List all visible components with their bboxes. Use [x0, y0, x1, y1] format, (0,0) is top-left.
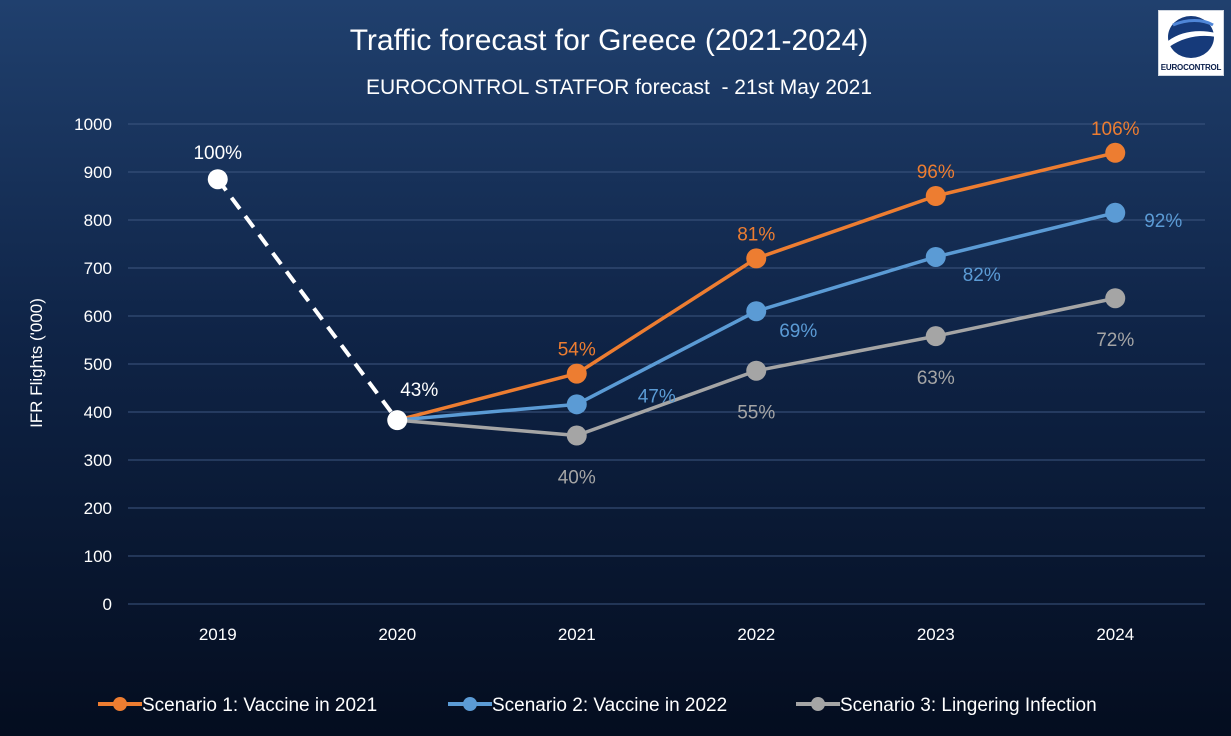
y-tick-label: 0 [103, 595, 112, 614]
series-2-point [925, 246, 946, 267]
chart-title: Traffic forecast for Greece (2021-2024) [350, 24, 869, 57]
data-points [207, 142, 1126, 446]
series-3-data-label: 63% [917, 368, 955, 389]
series-3-point [925, 326, 946, 347]
series-2-point [566, 394, 587, 415]
series-2-data-label: 82% [963, 265, 1001, 286]
series-3-data-label: 72% [1096, 330, 1134, 351]
y-tick-labels: 0 100 200 300 400 500 600 700 800 900 1000 [74, 115, 112, 614]
legend: Scenario 1: Vaccine in 2021 Scenario 2: V… [98, 695, 1097, 716]
chart-subtitle: EUROCONTROL STATFOR forecast - 21st May … [366, 76, 872, 99]
y-tick-label: 400 [84, 403, 112, 422]
series-2-point [746, 301, 767, 322]
legend-marker [811, 697, 825, 711]
series-1-data-label: 81% [737, 224, 775, 245]
x-tick-label: 2021 [558, 625, 596, 644]
series-2-data-label: 47% [638, 386, 676, 407]
y-tick-label: 200 [84, 499, 112, 518]
series-1-data-label: 54% [558, 340, 596, 361]
series-1-data-label: 96% [917, 162, 955, 183]
x-tick-label: 2020 [378, 625, 416, 644]
data-labels: 54% 81% 96% 106% 47% 69% 82% 92% 40% 55% 63% 72% 100… [193, 119, 1182, 489]
series-1-point [746, 248, 767, 269]
series-1-point [925, 186, 946, 206]
y-tick-label: 600 [84, 307, 112, 326]
series-1-data-label: 106% [1091, 119, 1140, 140]
y-tick-label: 800 [84, 211, 112, 230]
series-3-data-label: 40% [558, 468, 596, 489]
series-2-data-label: 92% [1144, 211, 1182, 232]
legend-marker [113, 697, 127, 711]
x-tick-label: 2022 [737, 625, 775, 644]
history-line [216, 178, 399, 422]
history-data-label: 100% [193, 143, 242, 164]
y-tick-label: 100 [84, 547, 112, 566]
y-tick-label: 500 [84, 355, 112, 374]
y-axis-label: IFR Flights ('000) [27, 298, 46, 428]
legend-marker [463, 697, 477, 711]
y-tick-label: 1000 [74, 115, 112, 134]
history-point [207, 169, 228, 190]
series-3-point [746, 360, 767, 381]
series-2-point [1105, 202, 1126, 223]
y-tick-label: 700 [84, 259, 112, 278]
series-3-point [566, 425, 587, 446]
x-tick-label: 2023 [917, 625, 955, 644]
x-tick-labels: 2019 2020 2021 2022 2023 2024 [199, 625, 1134, 644]
series-1-point [566, 363, 587, 384]
eurocontrol-logo: EUROCONTROL [1158, 10, 1224, 76]
eurocontrol-globe-icon [1168, 16, 1216, 58]
x-tick-label: 2024 [1096, 625, 1134, 644]
y-tick-label: 900 [84, 163, 112, 182]
legend-label: Scenario 1: Vaccine in 2021 [142, 695, 377, 716]
legend-label: Scenario 2: Vaccine in 2022 [492, 695, 727, 716]
gridlines [128, 123, 1205, 605]
series-3-data-label: 55% [737, 403, 775, 424]
history-data-label: 43% [400, 380, 438, 401]
legend-label: Scenario 3: Lingering Infection [840, 695, 1097, 716]
y-tick-label: 300 [84, 451, 112, 470]
series-1-point [1105, 142, 1126, 163]
series-3-point [1105, 288, 1126, 309]
history-point [387, 410, 408, 431]
logo-text: EUROCONTROL [1160, 63, 1222, 72]
series-2-data-label: 69% [779, 321, 817, 342]
x-tick-label: 2019 [199, 625, 237, 644]
